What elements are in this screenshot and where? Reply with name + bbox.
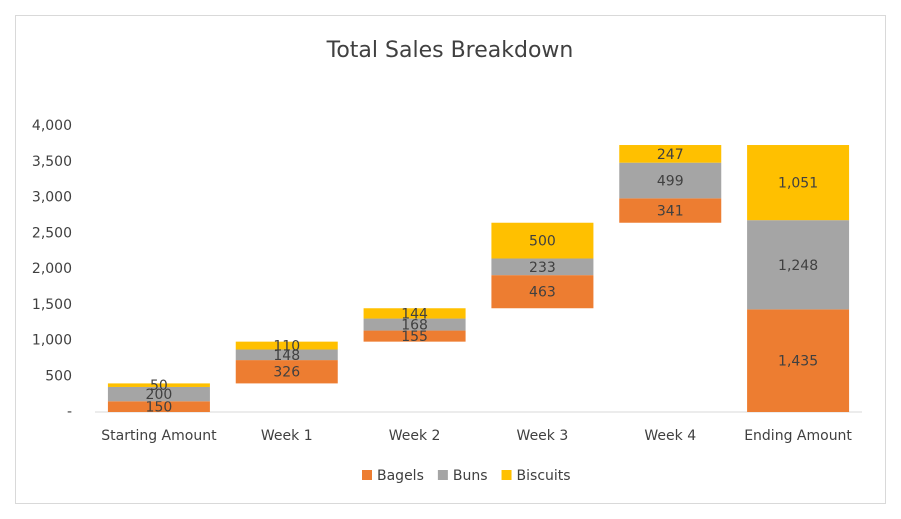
x-tick-label: Week 1 (261, 428, 313, 444)
chart-border (15, 15, 886, 504)
data-label: 247 (657, 147, 684, 163)
y-tick-label: 3,000 (32, 190, 72, 206)
data-label: 150 (146, 400, 173, 416)
x-tick-label: Ending Amount (744, 428, 852, 444)
bar-segment (747, 220, 850, 310)
legend-label: Biscuits (517, 468, 571, 484)
legend-swatch (501, 470, 512, 480)
x-tick-label: Week 2 (389, 428, 441, 444)
y-tick-label: 4,000 (32, 118, 72, 134)
y-tick-label: 3,500 (32, 154, 72, 170)
data-label: 155 (401, 329, 428, 345)
bar-segment (235, 349, 338, 361)
x-tick-label: Starting Amount (101, 428, 217, 444)
data-label: 463 (529, 285, 556, 301)
bar-segment (235, 360, 338, 384)
bar-segment (363, 318, 466, 331)
y-tick-label: 2,000 (32, 261, 72, 277)
bar-segment (747, 145, 850, 221)
bar-segment (491, 258, 594, 276)
legend-label: Buns (453, 468, 488, 484)
bar-segment (107, 401, 210, 412)
bar-segment (107, 386, 210, 402)
x-tick-label: Week 4 (644, 428, 696, 444)
data-label: 1,248 (778, 258, 818, 274)
bar-segment (491, 222, 594, 259)
chart-title: Total Sales Breakdown (326, 38, 574, 63)
bar-segment (619, 162, 722, 199)
data-label: 168 (401, 318, 428, 334)
bar-segment (619, 198, 722, 223)
y-tick-label: 500 (45, 368, 72, 384)
data-label: 1,051 (778, 176, 818, 192)
data-label: 50 (150, 378, 168, 394)
bar-segment (235, 341, 338, 350)
legend-swatch (437, 470, 448, 480)
data-label: 500 (529, 234, 556, 250)
data-label: 110 (273, 339, 300, 355)
data-label: 1,435 (778, 354, 818, 370)
data-label: 341 (657, 204, 684, 220)
data-label: 200 (146, 387, 173, 403)
data-label: 499 (657, 174, 684, 190)
bar-segment (363, 330, 466, 342)
bar-segment (363, 308, 466, 319)
y-tick-label: 1,000 (32, 333, 72, 349)
data-label: 144 (401, 306, 428, 322)
y-tick-label: 2,500 (32, 225, 72, 241)
legend-swatch (362, 470, 372, 480)
bar-segment (747, 309, 850, 412)
legend-label: Bagels (377, 468, 424, 484)
bar-segment (619, 145, 722, 163)
y-tick-label: - (67, 404, 72, 420)
data-label: 326 (273, 365, 300, 381)
bar-segment (491, 275, 594, 309)
data-label: 233 (529, 260, 556, 276)
data-label: 148 (273, 348, 300, 364)
y-tick-label: 1,500 (32, 297, 72, 313)
bar-segment (107, 383, 210, 387)
x-tick-label: Week 3 (517, 428, 569, 444)
